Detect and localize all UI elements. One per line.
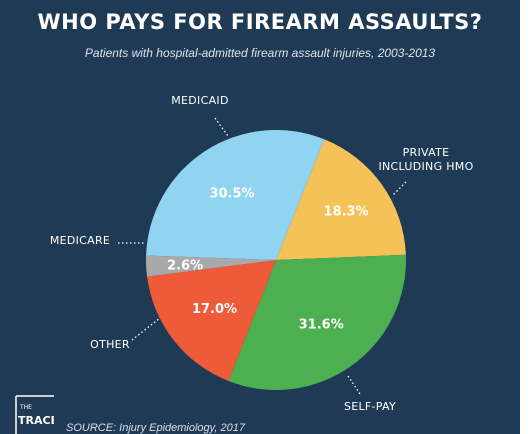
logo-small-text: THE xyxy=(19,404,32,411)
chart-title: WHO PAYS FOR FIREARM ASSAULTS? xyxy=(37,10,483,34)
leader-line-self-pay xyxy=(347,375,361,395)
category-label-medicare: MEDICARE xyxy=(50,234,110,247)
category-label-medicaid: MEDICAID xyxy=(171,94,228,107)
value-label-self-pay: 31.6% xyxy=(299,318,344,333)
leader-lines xyxy=(118,117,407,395)
category-label-private-including-hmo: PRIVATE xyxy=(403,146,450,159)
chart-subtitle: Patients with hospital-admitted firearm … xyxy=(84,46,436,60)
leader-line-private-including-hmo xyxy=(391,181,407,197)
pie-slice-other xyxy=(147,260,276,381)
the-trace-logo: THE TRACE xyxy=(15,395,54,434)
pie-slice-private-including-hmo xyxy=(276,139,406,260)
leader-line-other xyxy=(131,317,161,341)
pie-slice-self-pay xyxy=(228,254,406,390)
value-label-other: 17.0% xyxy=(192,302,237,317)
category-label-other: OTHER xyxy=(90,338,130,351)
pie-slice-medicaid xyxy=(146,130,325,260)
category-label-self-pay: SELF-PAY xyxy=(344,400,396,413)
value-label-medicare: 2.6% xyxy=(167,258,203,273)
source-note: SOURCE: Injury Epidemiology, 2017 xyxy=(66,422,245,434)
pie-slice-medicare xyxy=(146,255,276,277)
value-label-private-including-hmo: 18.3% xyxy=(324,205,369,220)
leader-line-medicaid xyxy=(214,117,229,137)
pie-slices xyxy=(146,130,406,390)
logo-big-text: TRACE xyxy=(18,414,54,427)
chart-panel: WHO PAYS FOR FIREARM ASSAULTS? Patients … xyxy=(0,0,520,434)
category-label-private-including-hmo-line2: INCLUDING HMO xyxy=(378,160,473,173)
value-label-medicaid: 30.5% xyxy=(209,187,254,202)
